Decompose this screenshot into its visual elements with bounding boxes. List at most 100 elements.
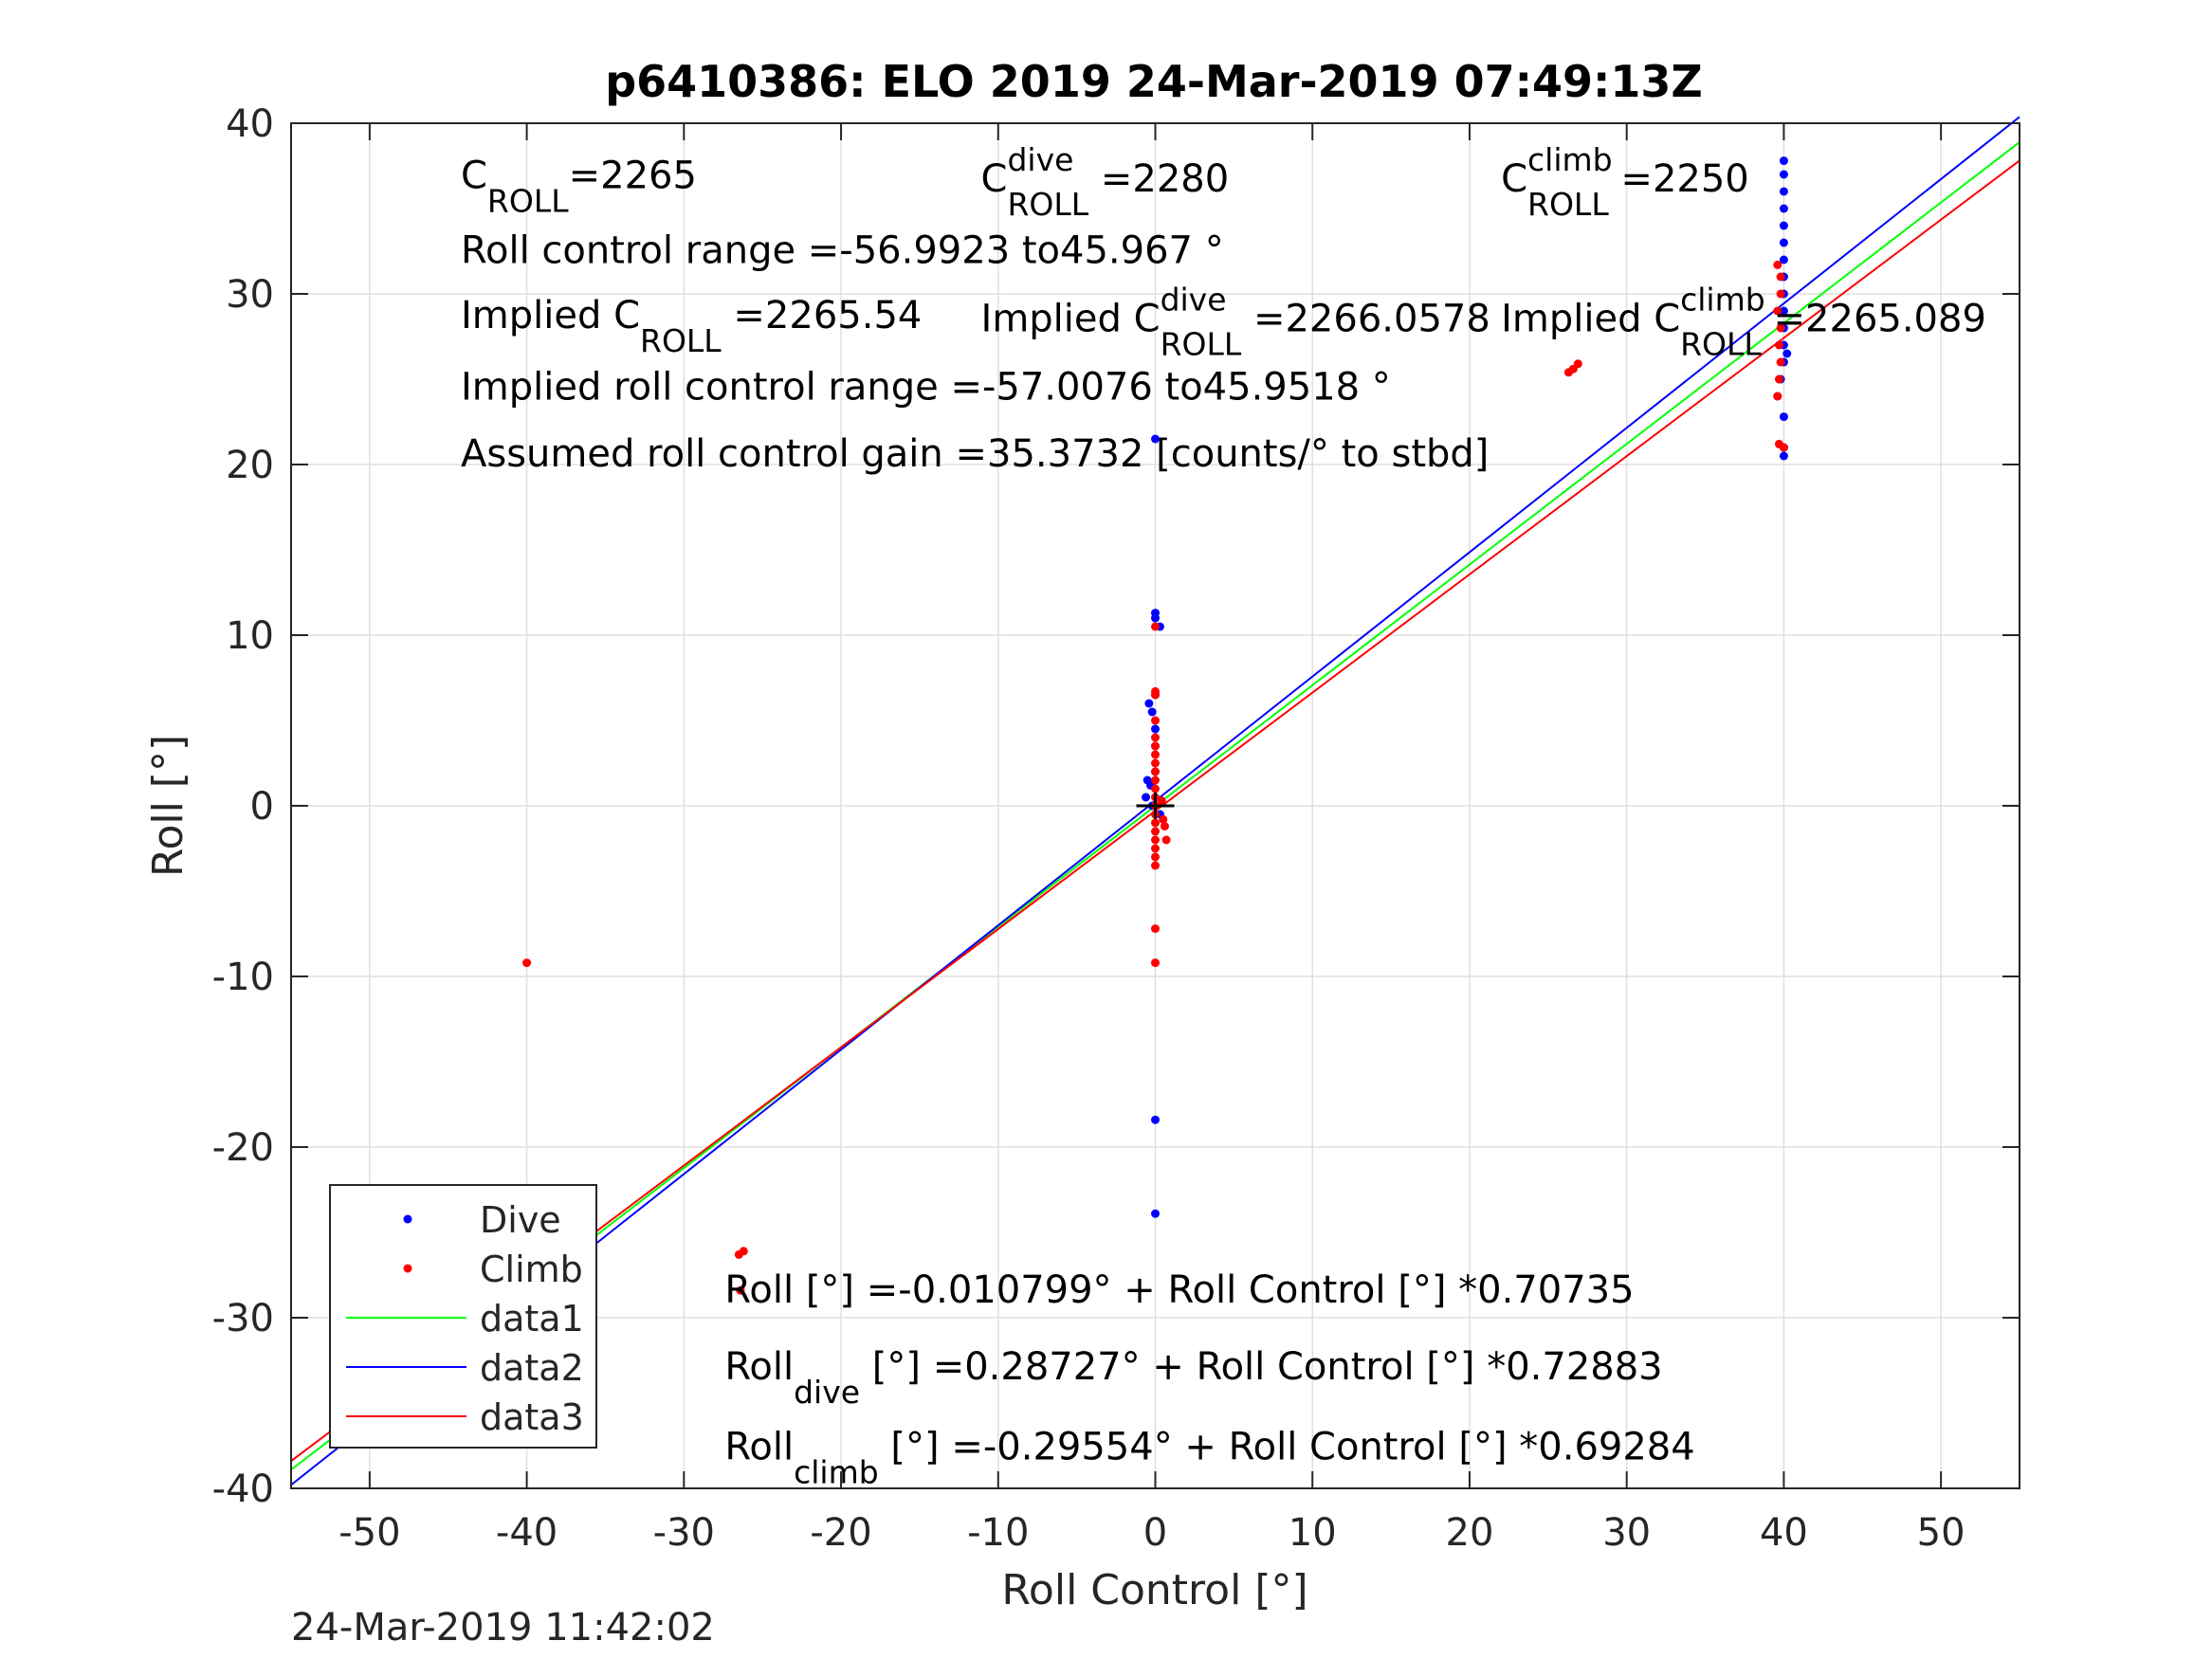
annotation-fit-climb: Rollclimb [°] =-0.29554° + Roll Control … (724, 1425, 1694, 1490)
annotation-roll-range: Roll control range =-56.9923 to45.967 ° (461, 229, 1224, 273)
y-tick-label: -40 (212, 1468, 274, 1511)
legend-label-data1: data1 (480, 1298, 584, 1340)
point-dive (1782, 349, 1792, 358)
y-tick-label: 30 (226, 273, 274, 317)
point-climb (1151, 924, 1160, 934)
y-axis-label: Roll [°] (144, 735, 192, 877)
point-climb (1773, 306, 1782, 316)
point-dive (1147, 707, 1157, 717)
markers (1136, 793, 1175, 819)
point-climb (1157, 796, 1166, 806)
annotation-implied-c-roll: Implied CROLL =2265.54 (461, 294, 922, 359)
point-climb (1160, 822, 1169, 831)
point-climb (736, 1285, 745, 1295)
x-tick-label: -40 (496, 1511, 558, 1555)
x-tick-label: 0 (1143, 1511, 1167, 1555)
point-climb (1151, 716, 1160, 725)
plot-area: CROLL=2265 Cdive ROLL =2280 Cclimb ROLL =225… (290, 116, 2020, 1490)
point-climb (1151, 758, 1160, 768)
point-climb (1151, 775, 1160, 785)
x-tick-labels: -50 -40 -30 -20 -10 0 10 20 30 40 50 (338, 1511, 1965, 1555)
annotation-c-roll: CROLL=2265 (461, 154, 697, 219)
legend-label-climb: Climb (480, 1249, 583, 1290)
point-climb (1151, 958, 1160, 968)
x-tick-label: 20 (1446, 1511, 1494, 1555)
annotation-implied-c-dive: Implied Cdive ROLL =2266.0578 (981, 282, 1490, 363)
point-dive (1151, 1115, 1160, 1124)
y-tick-label: -20 (212, 1126, 274, 1170)
ticks (291, 122, 2020, 1489)
annotation-fit-all: Roll [°] =-0.010799° + Roll Control [°] … (724, 1268, 1634, 1312)
point-climb (1151, 784, 1160, 793)
point-dive (1779, 204, 1788, 213)
point-dive (1779, 170, 1788, 179)
point-climb (1776, 289, 1785, 299)
timestamp: 24-Mar-2019 11:42:02 (291, 1606, 715, 1650)
point-dive (1151, 1209, 1160, 1218)
point-climb (1779, 443, 1788, 452)
point-climb (1151, 861, 1160, 870)
point-climb (1151, 818, 1160, 828)
x-tick-label: 30 (1602, 1511, 1651, 1555)
data-points (519, 156, 1792, 1322)
point-climb (1774, 374, 1783, 384)
point-dive (1151, 434, 1160, 444)
point-climb (1151, 827, 1160, 836)
point-dive (1779, 238, 1788, 247)
legend-label-dive: Dive (480, 1199, 561, 1241)
x-tick-label: 50 (1917, 1511, 1965, 1555)
point-dive (1779, 156, 1788, 166)
point-climb (1776, 272, 1785, 282)
annotation-implied-range: Implied roll control range =-57.0076 to4… (461, 366, 1391, 410)
annotations: CROLL=2265 Cdive ROLL =2280 Cclimb ROLL =225… (461, 141, 1986, 1490)
x-tick-label: -50 (338, 1511, 400, 1555)
point-climb (1151, 852, 1160, 862)
y-tick-label: 10 (226, 614, 274, 658)
point-climb (1776, 323, 1785, 333)
point-dive (1779, 451, 1788, 461)
point-climb (522, 958, 532, 968)
annotation-gain: Assumed roll control gain =35.3732 [coun… (461, 432, 1489, 476)
x-tick-label: 40 (1760, 1511, 1808, 1555)
point-climb (1159, 814, 1168, 824)
point-climb (1773, 392, 1782, 401)
point-dive (1779, 187, 1788, 196)
legend-box (329, 1184, 597, 1449)
annotation-implied-c-climb: Implied Cclimb ROLL =2265.089 (1501, 282, 1986, 363)
point-dive (1779, 412, 1788, 422)
x-tick-label: -10 (967, 1511, 1029, 1555)
chart-title: p6410386: ELO 2019 24-Mar-2019 07:49:13Z (605, 56, 1703, 107)
point-climb (1773, 260, 1782, 269)
legend-label-data3: data3 (480, 1396, 584, 1438)
annotation-fit-dive: Rolldive [°] =0.28727° + Roll Control [°… (724, 1345, 1662, 1411)
y-tick-label: -10 (212, 956, 274, 999)
point-climb (1151, 844, 1160, 853)
point-dive (1779, 221, 1788, 230)
point-climb (1151, 733, 1160, 742)
point-climb (1151, 690, 1160, 700)
point-climb (1151, 622, 1160, 631)
point-dive (1144, 699, 1154, 708)
point-climb (1573, 359, 1582, 369)
y-tick-label: -30 (212, 1297, 274, 1340)
legend-swatch-dive (403, 1214, 412, 1224)
x-tick-label: 10 (1289, 1511, 1337, 1555)
y-tick-labels: -40 -30 -20 -10 0 10 20 30 40 (212, 102, 274, 1511)
point-dive (1151, 613, 1160, 623)
annotation-c-roll-climb: Cclimb ROLL =2250 (1501, 141, 1749, 223)
point-climb (1151, 835, 1160, 845)
x-tick-label: -20 (810, 1511, 871, 1555)
legend: Dive Climb data1 data2 data3 (329, 1184, 597, 1449)
point-climb (1151, 767, 1160, 776)
point-climb (1774, 340, 1783, 350)
legend-swatch-climb (403, 1264, 412, 1273)
point-climb (1151, 741, 1160, 751)
y-tick-label: 20 (226, 444, 274, 487)
point-climb (739, 1247, 748, 1256)
point-dive (1142, 793, 1151, 802)
annotation-c-roll-dive: Cdive ROLL =2280 (981, 141, 1230, 223)
legend-label-data2: data2 (480, 1347, 584, 1389)
point-dive (1151, 724, 1160, 734)
point-climb (1161, 835, 1171, 845)
point-climb (1151, 750, 1160, 759)
